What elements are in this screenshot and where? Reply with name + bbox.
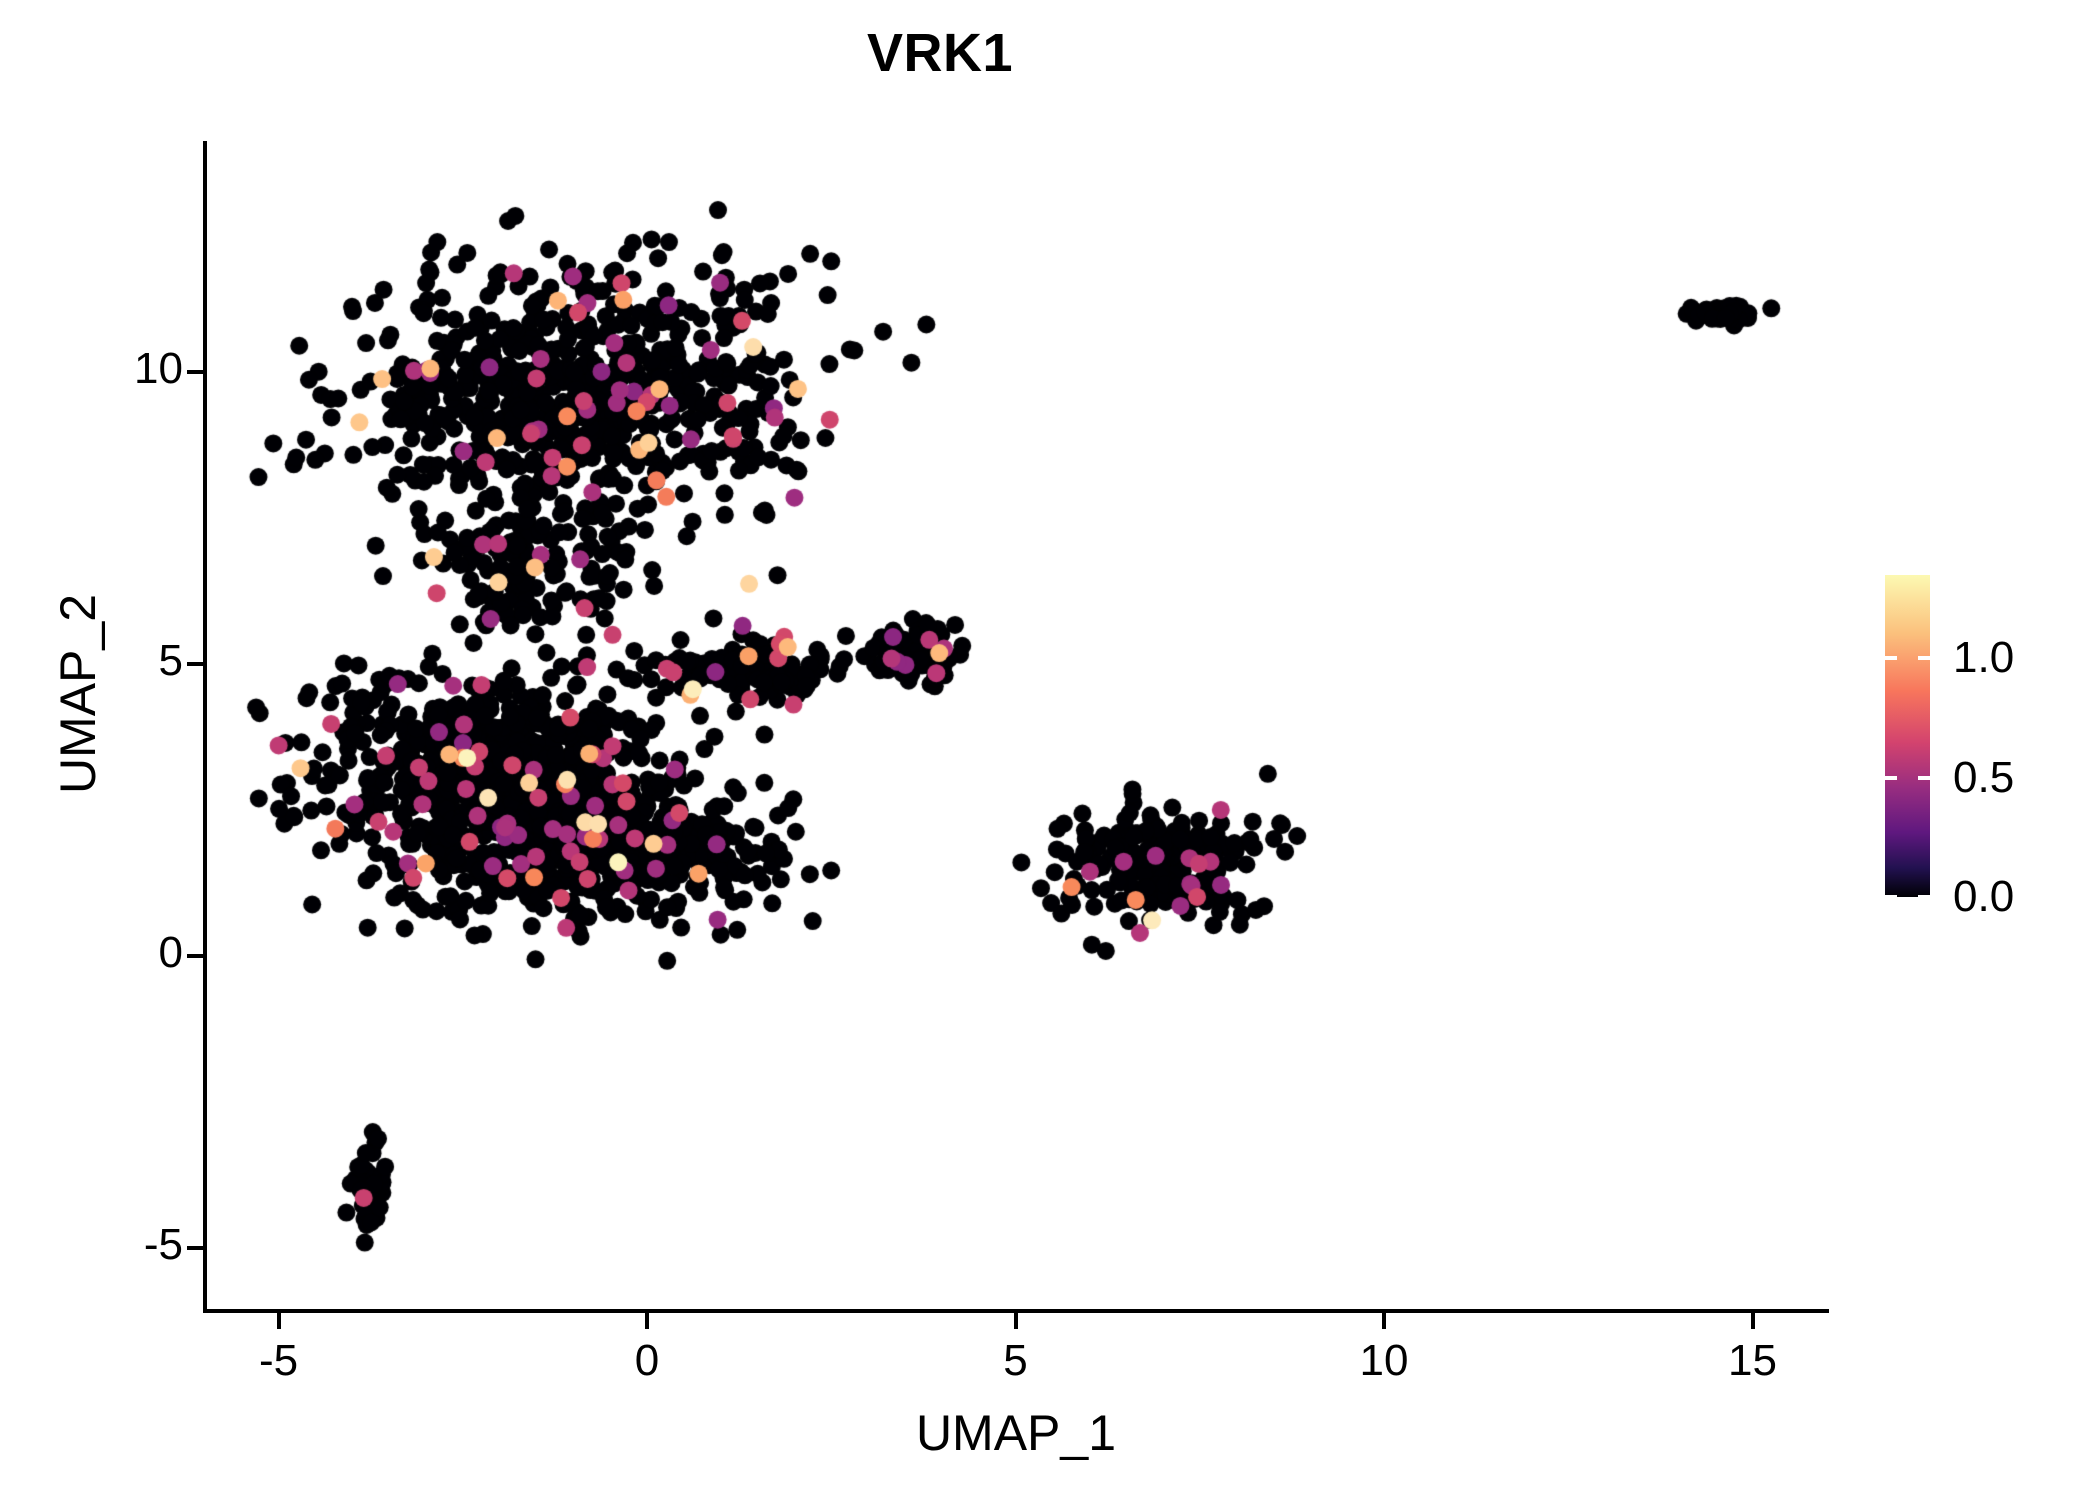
- x-tick-mark: [645, 1313, 649, 1329]
- y-tick-mark: [187, 662, 203, 666]
- colorbar-gradient: [1885, 575, 1930, 897]
- x-tick-label: 15: [1728, 1336, 1777, 1385]
- colorbar-legend: 0.0 0.5 1.0: [1885, 575, 2085, 921]
- x-tick-label: 10: [1359, 1336, 1409, 1385]
- colorbar-tick-label: 0.0: [1953, 872, 2015, 921]
- y-tick-label: 10: [134, 344, 183, 393]
- x-tick-mark: [1013, 1313, 1018, 1329]
- colorbar-tick-mark: [1918, 656, 1930, 661]
- y-axis-line: [203, 141, 207, 1313]
- x-tick-label: -5: [258, 1336, 299, 1385]
- colorbar-tick-label: 0.5: [1953, 752, 2015, 802]
- y-axis-title: UMAP_2: [50, 593, 106, 795]
- x-axis-title: UMAP_1: [915, 1405, 1117, 1461]
- y-tick-mark: [187, 1246, 203, 1250]
- x-tick-mark: [1750, 1313, 1755, 1329]
- x-tick-mark: [276, 1313, 281, 1329]
- scatter-points-layer: [205, 141, 1830, 1313]
- y-tick-label: -5: [143, 1220, 183, 1269]
- y-tick-mark: [187, 370, 203, 374]
- x-tick-mark: [1382, 1313, 1386, 1329]
- x-tick-label: 0: [634, 1336, 660, 1385]
- y-tick-mark: [187, 954, 203, 958]
- page-title: VRK1: [866, 23, 1014, 83]
- x-tick-label: 5: [1003, 1336, 1028, 1385]
- colorbar-tick-mark: [1918, 775, 1930, 780]
- y-tick-label: 5: [158, 636, 183, 685]
- colorbar-tick-mark: [1918, 895, 1930, 899]
- colorbar-tick-mark: [1885, 775, 1897, 780]
- colorbar-tick-mark: [1885, 895, 1897, 899]
- plot-panel: [205, 141, 1830, 1313]
- colorbar-tick-label: 1.0: [1953, 633, 2015, 683]
- y-tick-label: 0: [158, 928, 183, 977]
- x-axis-line: [203, 1309, 1829, 1313]
- colorbar-tick-mark: [1885, 656, 1897, 661]
